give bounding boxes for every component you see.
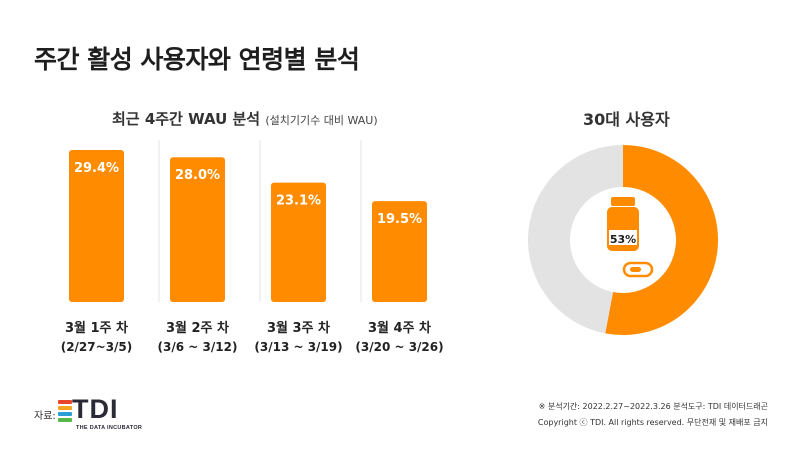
bar-chart-title-note: (설치기기수 대비 WAU) [265, 114, 378, 127]
logo-bar [58, 412, 72, 416]
analysis-note: ※ 분석기간: 2022.2.27~2022.3.26 분석도구: TDI 데이… [538, 402, 768, 411]
bar-category-label: 3월 3주 차 [267, 320, 330, 336]
bar-date-range-label: (2/27~3/5) [61, 340, 133, 354]
copyright-note: Copyright ⓒ TDI. All rights reserved. 무단… [537, 418, 768, 427]
bar-chart: 29.4% 3월 1주 차 (2/27~3/5) 28.0% 3월 2주 차 (3/6 ~… [61, 140, 444, 354]
bar-chart-title: 최근 4주간 WAU 분석 (설치기기수 대비 WAU) [112, 108, 378, 129]
bar-date-range-label: (3/20 ~ 3/26) [355, 340, 443, 354]
tdi-logo: TDI THE DATA INCUBATOR [58, 394, 148, 436]
donut-slice-rest [527, 145, 623, 334]
bar-date-range-label: (3/6 ~ 3/12) [158, 340, 238, 354]
donut-chart-title: 30대 사용자 [583, 110, 670, 129]
bar-value-label: 19.5% [377, 212, 422, 227]
donut-chart: 53% [527, 145, 718, 335]
pill-bottle-icon [607, 197, 639, 251]
logo-bar [58, 418, 72, 422]
bar [372, 201, 427, 302]
donut-slice-30s [605, 145, 718, 335]
capsule-icon [622, 261, 654, 278]
donut-center-label: 53% [610, 233, 636, 246]
logo-text: TDI [72, 394, 119, 424]
logo-tagline: THE DATA INCUBATOR [76, 425, 143, 431]
bar-category-label: 3월 4주 차 [368, 320, 431, 336]
logo-bars-icon [58, 400, 72, 424]
bar-date-range-label: (3/13 ~ 3/19) [254, 340, 342, 354]
bar-value-label: 29.4% [74, 161, 119, 176]
bar-value-label: 23.1% [276, 194, 321, 209]
page-title: 주간 활성 사용자와 연령별 분석 [34, 45, 360, 74]
bar-category-label: 3월 1주 차 [65, 320, 128, 336]
bar-value-label: 28.0% [175, 168, 220, 183]
bar-category-label: 3월 2주 차 [166, 320, 229, 336]
logo-bar [58, 406, 72, 410]
source-label: 자료: [34, 411, 56, 422]
bar [170, 157, 225, 302]
bar [69, 150, 124, 302]
bar [271, 182, 326, 302]
logo-bar [58, 400, 72, 404]
bar-chart-title-main: 최근 4주간 WAU 분석 [112, 110, 261, 128]
